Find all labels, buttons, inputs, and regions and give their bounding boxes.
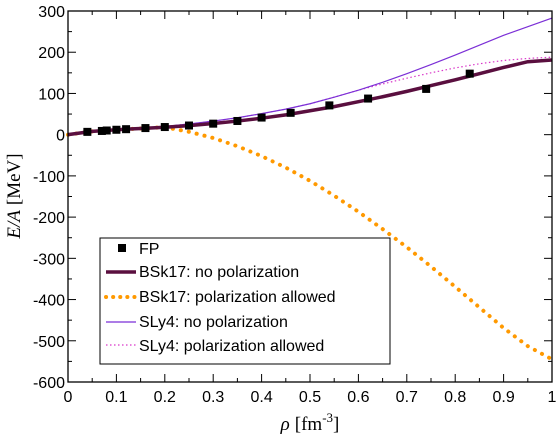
x-tick-label: 0.3 [202, 389, 224, 406]
y-axis-symbol: E/A [4, 210, 25, 240]
legend-label-sly4-pol: SLy4: polarization allowed [139, 338, 324, 355]
y-axis-unit: [MeV] [4, 153, 25, 205]
x-axis-title: ρ [fm-3] [280, 410, 340, 435]
data-point-fp [112, 125, 121, 134]
legend-marker-fp [118, 244, 126, 252]
x-tick-label: 0.6 [347, 389, 369, 406]
y-tick-label: -300 [33, 251, 65, 268]
data-point-fp [257, 113, 266, 122]
legend-label-bsk17-pol: BSk17: polarization allowed [139, 289, 336, 306]
y-tick-label: 200 [38, 45, 65, 62]
x-tick-label: 0.7 [396, 389, 418, 406]
x-axis-symbol: ρ [280, 414, 290, 435]
y-tick-label: 100 [38, 86, 65, 103]
data-point-fp [286, 108, 295, 117]
y-tick-label: -500 [33, 334, 65, 351]
legend: FP BSk17: no polarization BSk17: polariz… [99, 237, 391, 365]
data-point-fp [160, 123, 169, 132]
y-axis-title: E/A [MeV] [4, 153, 25, 239]
data-point-fp [325, 101, 334, 110]
y-tick-label: 300 [38, 4, 65, 21]
y-tick-label: -600 [33, 375, 65, 392]
series-line-sly4-no-polarization [67, 17, 553, 136]
x-tick-label: 0.5 [299, 389, 321, 406]
x-tick-label: 0.1 [105, 389, 127, 406]
y-tick-label: -100 [33, 169, 65, 186]
y-tick-label: 0 [56, 128, 65, 145]
data-point-fp [233, 116, 242, 125]
plot-frame [67, 10, 553, 383]
x-tick-label: 0.8 [444, 389, 466, 406]
x-tick-label: 1 [548, 389, 557, 406]
x-tick-label: 0.9 [492, 389, 514, 406]
data-point-fp [97, 126, 106, 135]
data-point-fp [465, 69, 474, 78]
data-point-fp [141, 124, 150, 133]
legend-label-bsk17-no-pol: BSk17: no polarization [139, 264, 299, 281]
data-point-fp [364, 94, 373, 103]
data-point-fp [422, 84, 431, 93]
data-point-fp [122, 125, 131, 134]
x-tick-label: 0.2 [154, 389, 176, 406]
x-tick-label: 0.4 [250, 389, 272, 406]
y-tick-label: -400 [33, 293, 65, 310]
data-point-fp [83, 127, 92, 136]
x-axis-unit-exponent: -3 [322, 410, 333, 425]
series-line-sly4-polarization-allowed [67, 56, 553, 136]
series-layer [66, 17, 554, 362]
x-tick-label: 0 [64, 389, 73, 406]
y-tick-label: -200 [33, 210, 65, 227]
data-point-fp [185, 121, 193, 130]
x-axis-unit-close: ] [333, 414, 339, 435]
series-line-bsk17-no-polarization [67, 58, 553, 137]
legend-label-fp: FP [139, 241, 159, 258]
tick-layer: 0 0.1 0.2 0.3 0.4 0.5 0.6 0.7 0.8 0.9 1 -600 -500 -40… [33, 4, 557, 406]
legend-label-sly4-no-pol: SLy4: no polarization [139, 314, 288, 331]
data-point-fp [102, 126, 111, 135]
x-axis-unit: [fm [295, 414, 323, 435]
legend-box [99, 237, 391, 365]
data-point-fp [209, 119, 218, 128]
